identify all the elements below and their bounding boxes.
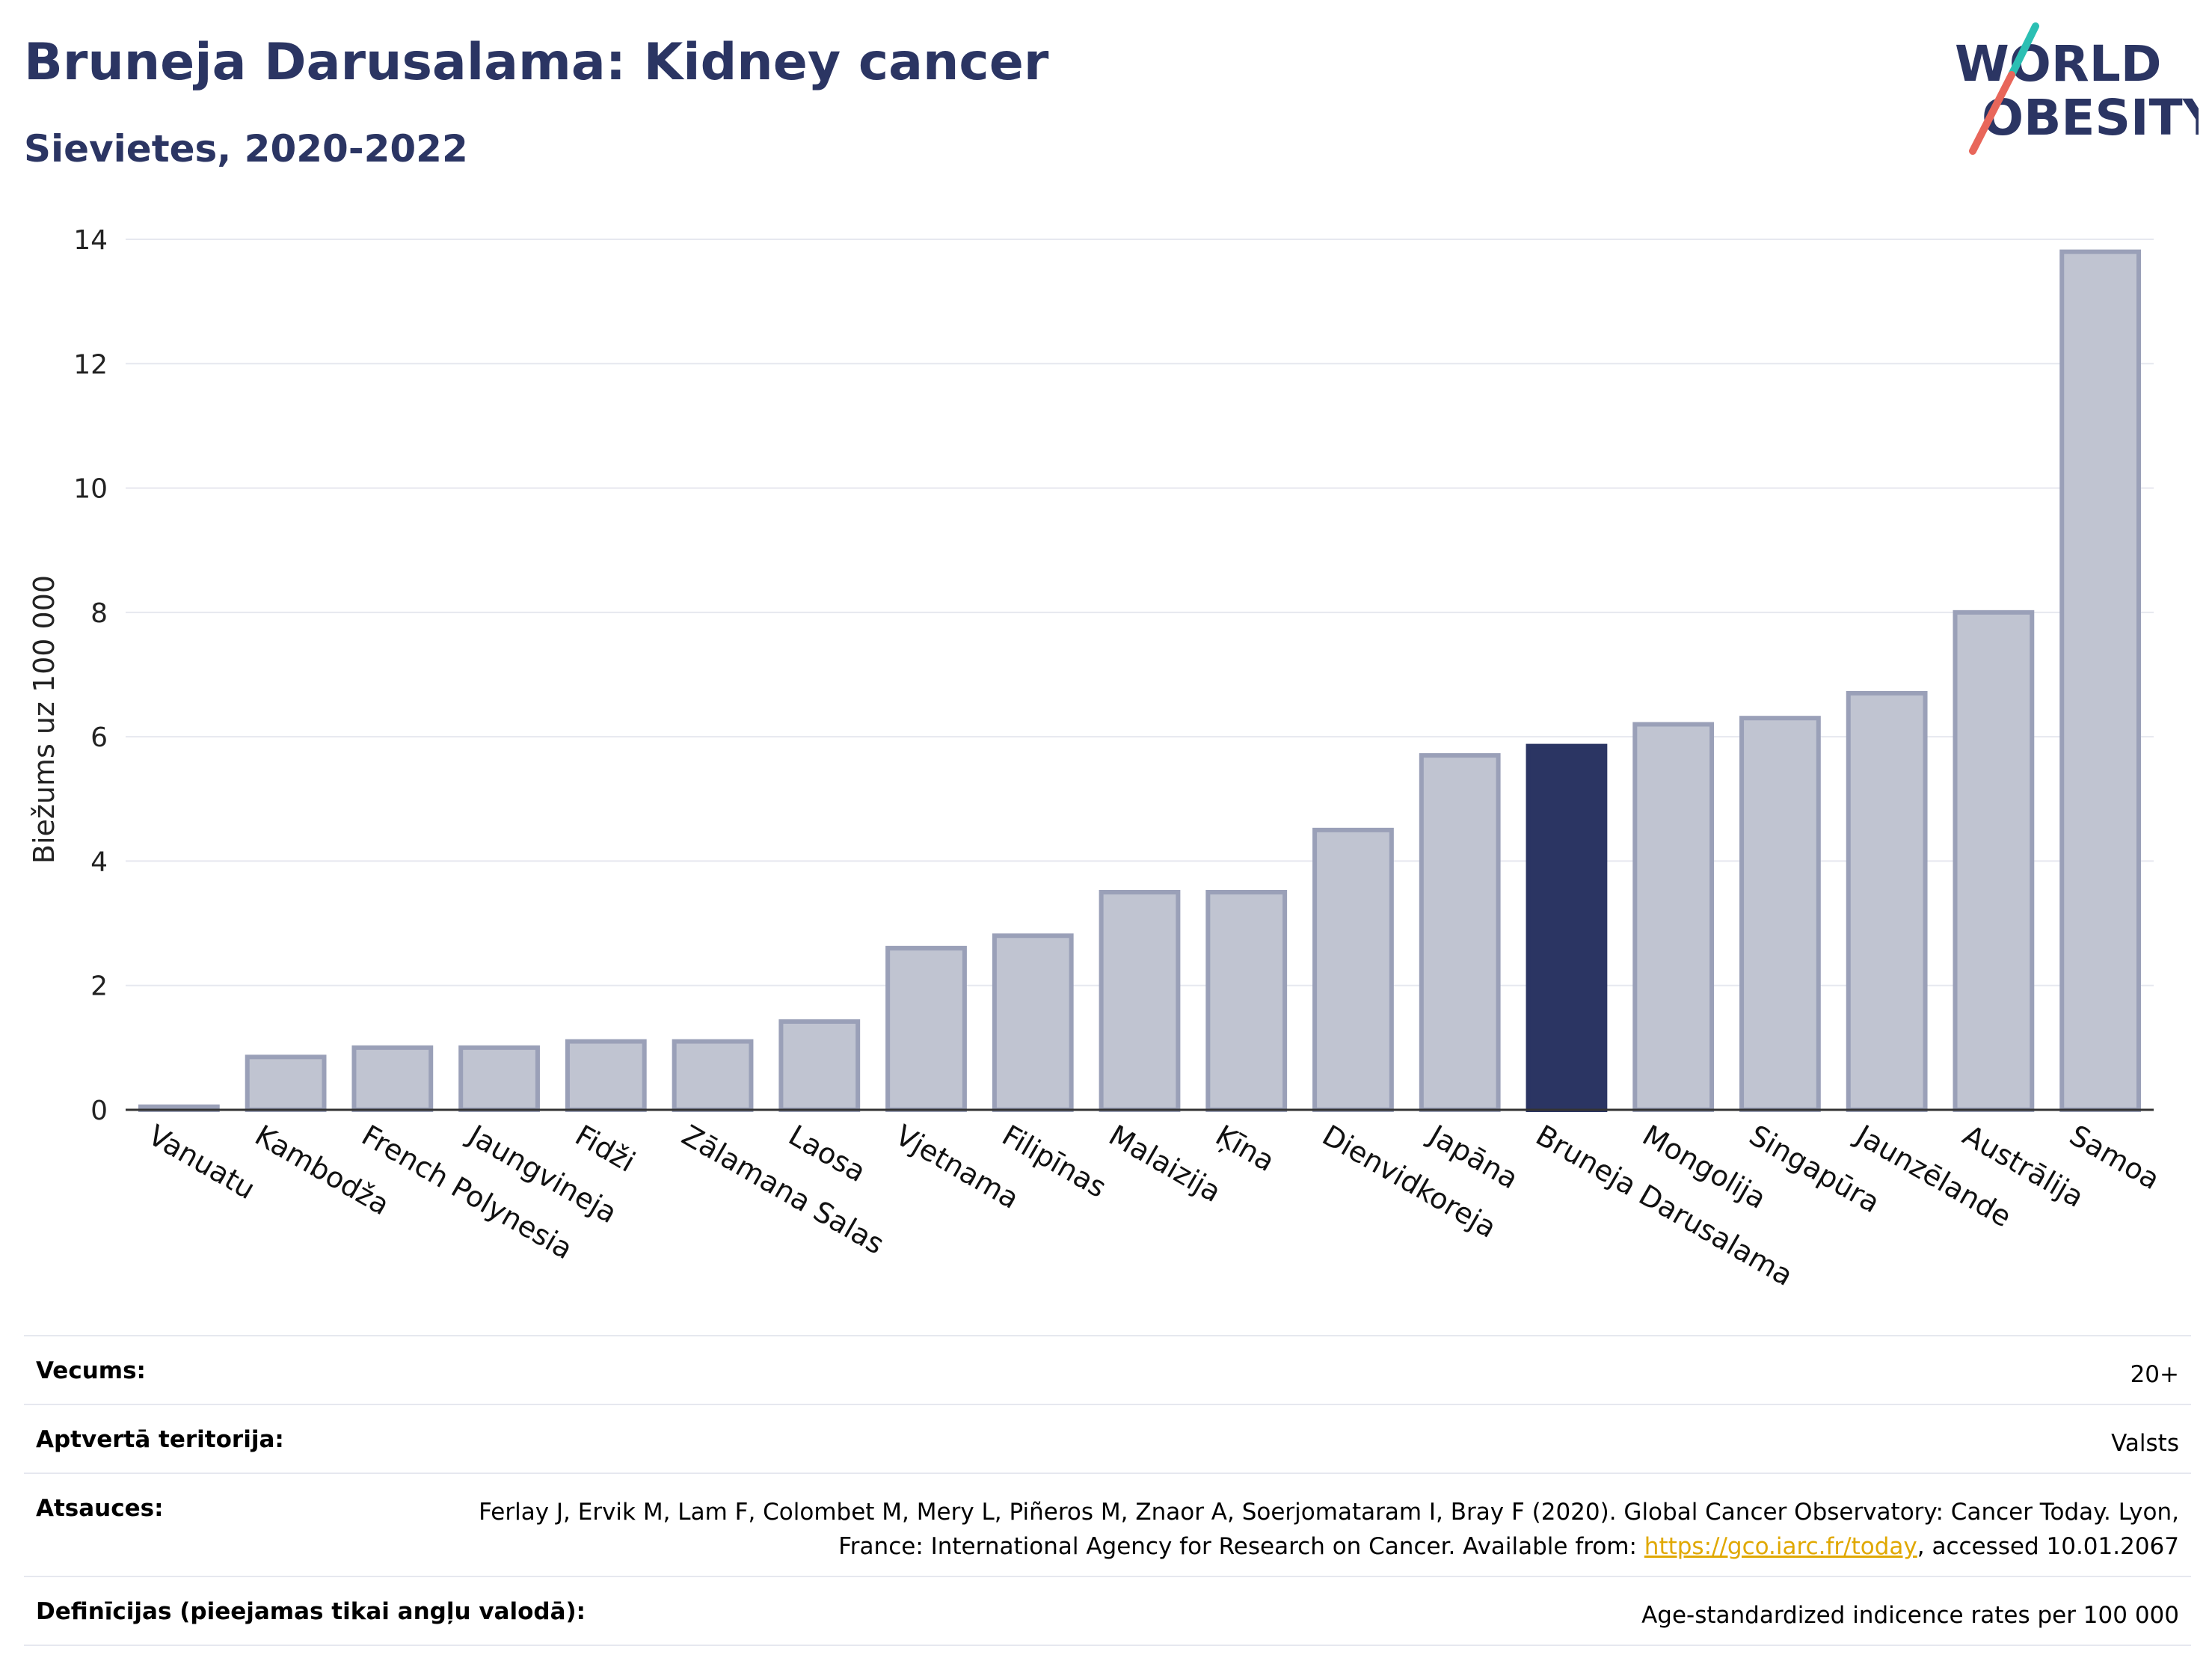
x-tick-label: Ķīna — [1210, 1119, 1280, 1179]
logo-word-obesity: OBESITY — [1982, 89, 2199, 147]
info-footer: Vecums: 20+ Aptvertā teritorija: Valsts … — [24, 1335, 2191, 1646]
footer-row-age: Vecums: 20+ — [24, 1335, 2191, 1404]
y-tick-label: 12 — [73, 349, 108, 380]
footer-label-definitions: Definīcijas (pieejamas tikai angļu valod… — [36, 1598, 586, 1625]
bar — [458, 1045, 540, 1113]
bar — [1846, 690, 1928, 1112]
bar — [245, 1054, 327, 1113]
bar — [2059, 249, 2142, 1113]
x-tick-label: Fidži — [570, 1119, 641, 1179]
bar — [1953, 610, 2035, 1112]
footer-value-age: 20+ — [2130, 1361, 2179, 1388]
bar — [1526, 743, 1608, 1112]
bar — [778, 1019, 861, 1112]
world-obesity-logo: WORLD OBESITY — [1955, 22, 2199, 155]
bar — [672, 1039, 754, 1112]
y-axis-label: Biežums uz 100 000 — [28, 575, 61, 864]
footer-value-references: Ferlay J, Ervik M, Lam F, Colombet M, Me… — [459, 1495, 2179, 1564]
y-tick-label: 0 — [90, 1096, 108, 1126]
bar — [1312, 827, 1394, 1113]
y-tick-label: 4 — [90, 847, 108, 877]
bar — [351, 1045, 434, 1113]
footer-value-coverage: Valsts — [2111, 1430, 2179, 1457]
footer-row-coverage: Aptvertā teritorija: Valsts — [24, 1404, 2191, 1473]
bar — [1205, 890, 1288, 1112]
y-tick-label: 6 — [90, 722, 108, 753]
bar — [1739, 716, 1821, 1112]
bar — [1632, 722, 1715, 1112]
x-tick-label: Vanuatu — [143, 1119, 261, 1206]
logo-slash-red — [1969, 71, 2015, 155]
bar — [1419, 753, 1501, 1112]
logo-slash-teal — [2008, 22, 2039, 79]
y-tick-labels: 0 2 4 6 8 10 12 14 — [73, 225, 108, 1126]
bar — [992, 933, 1074, 1112]
x-tick-label: Malaizija — [1104, 1119, 1227, 1209]
reference-link[interactable]: https://gco.iarc.fr/today — [1644, 1533, 1917, 1560]
footer-label-age: Vecums: — [36, 1357, 146, 1384]
footer-row-references: Atsauces: Ferlay J, Ervik M, Lam F, Colo… — [24, 1473, 2191, 1576]
y-tick-label: 2 — [90, 971, 108, 1002]
bar — [565, 1039, 647, 1112]
footer-label-coverage: Aptvertā teritorija: — [36, 1426, 284, 1453]
bar — [1099, 890, 1181, 1112]
y-tick-label: 8 — [90, 598, 108, 629]
bar — [885, 945, 967, 1113]
footer-row-definitions: Definīcijas (pieejamas tikai angļu valod… — [24, 1576, 2191, 1646]
reference-accessed: , accessed 10.01.2067 — [1917, 1533, 2179, 1560]
chart-title: Bruneja Darusalama: Kidney cancer — [24, 33, 1049, 92]
footer-label-references: Atsauces: — [36, 1495, 164, 1522]
y-tick-label: 14 — [73, 225, 108, 256]
reference-text: Ferlay J, Ervik M, Lam F, Colombet M, Me… — [479, 1499, 2179, 1560]
chart-subtitle: Sievietes, 2020-2022 — [24, 127, 468, 171]
bars — [138, 249, 2142, 1113]
x-tick-label: Zālamana Salas — [677, 1119, 890, 1261]
footer-value-definitions: Age-standardized indicence rates per 100… — [1641, 1602, 2179, 1629]
y-tick-label: 10 — [73, 474, 108, 505]
logo-word-world: WORLD — [1955, 35, 2162, 93]
